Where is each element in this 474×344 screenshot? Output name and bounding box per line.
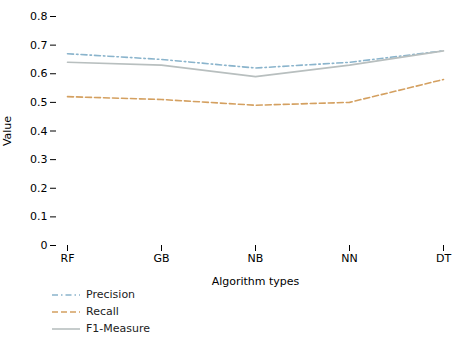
html-text:Precision: Precision bbox=[86, 288, 136, 301]
svg-text:Value: Value bbox=[1, 116, 14, 146]
svg-text:0.5: 0.5 bbox=[30, 96, 48, 109]
svg-text:NB: NB bbox=[248, 252, 264, 265]
svg-text:DT: DT bbox=[436, 252, 451, 265]
svg-text:0.7: 0.7 bbox=[30, 39, 48, 52]
html-text:Recall: Recall bbox=[86, 305, 119, 318]
svg-text:0: 0 bbox=[41, 239, 48, 252]
html-text:F1-Measure: F1-Measure bbox=[86, 322, 150, 335]
svg-text:0.8: 0.8 bbox=[30, 10, 48, 23]
svg-text:RF: RF bbox=[61, 252, 75, 265]
svg-text:0.1: 0.1 bbox=[30, 210, 48, 223]
svg-text:GB: GB bbox=[153, 252, 169, 265]
svg-text:0.2: 0.2 bbox=[30, 182, 48, 195]
svg-text:0.4: 0.4 bbox=[30, 125, 48, 138]
svg-text:0.6: 0.6 bbox=[30, 67, 48, 80]
svg-text:0.3: 0.3 bbox=[30, 153, 48, 166]
svg-text:NN: NN bbox=[341, 252, 357, 265]
svg-text:Algorithm types: Algorithm types bbox=[212, 275, 300, 288]
